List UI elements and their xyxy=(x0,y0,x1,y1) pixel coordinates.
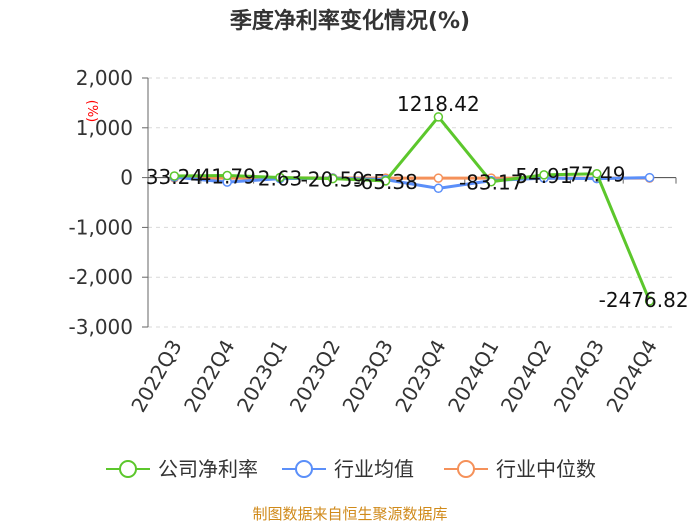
y-tick-label: -3,000 xyxy=(69,315,133,339)
legend-item-0[interactable]: 公司净利率 xyxy=(106,457,258,481)
series-point-1 xyxy=(433,183,444,194)
x-tick-label: 2024Q2 xyxy=(496,336,556,417)
y-tick-label: -1,000 xyxy=(69,215,133,239)
data-label: 54.91 xyxy=(515,164,572,188)
data-label: 1218.42 xyxy=(397,92,480,116)
x-tick-label: 2024Q1 xyxy=(443,336,503,417)
y-tick-label: 1,000 xyxy=(76,116,133,140)
legend-label: 行业均值 xyxy=(334,457,414,481)
series-point-0 xyxy=(644,296,655,306)
series-point-0 xyxy=(328,173,338,184)
legend-item-1[interactable]: 行业均值 xyxy=(282,457,414,481)
legend-marker xyxy=(119,460,137,478)
x-tick-label: 2023Q2 xyxy=(285,336,345,417)
series-point-0 xyxy=(433,112,444,122)
series-point-0 xyxy=(222,170,232,181)
series-point-0 xyxy=(380,176,391,186)
data-label: -20.59 xyxy=(301,168,365,192)
data-label: -2476.82 xyxy=(599,288,689,312)
data-label: -83.17 xyxy=(459,171,523,195)
data-label: 33.24 xyxy=(146,165,203,189)
legend-label: 行业中位数 xyxy=(496,457,596,481)
x-axis: 2022Q32022Q42023Q12023Q22023Q32023Q42024… xyxy=(126,78,677,417)
x-tick-label: 2022Q3 xyxy=(126,336,186,417)
series-line-1 xyxy=(174,175,650,190)
legend-item-2[interactable]: 行业中位数 xyxy=(444,457,596,481)
series-point-0 xyxy=(592,168,602,179)
data-label: -65.38 xyxy=(353,170,417,194)
y-axis-unit: (%) xyxy=(84,100,99,123)
x-tick-label: 2023Q3 xyxy=(337,336,397,417)
source-note: 制图数据来自恒生聚源数据库 xyxy=(252,505,447,523)
grid xyxy=(142,77,676,328)
y-tick-label: -2,000 xyxy=(69,265,133,289)
series-group xyxy=(169,112,655,306)
x-tick-label: 2023Q4 xyxy=(390,336,450,417)
x-tick-label: 2022Q4 xyxy=(179,336,239,417)
data-label: 2.63 xyxy=(258,166,303,190)
y-tick-label: 2,000 xyxy=(76,66,133,90)
legend-marker xyxy=(295,460,313,478)
data-label: 41.79 xyxy=(199,165,256,189)
series-point-2 xyxy=(433,173,444,183)
legend[interactable]: 公司净利率 行业均值 行业中位数 xyxy=(106,457,596,481)
series-point-0 xyxy=(169,171,180,181)
data-label: 77.49 xyxy=(568,163,625,187)
x-tick-label: 2024Q3 xyxy=(549,336,609,417)
legend-marker xyxy=(457,460,475,478)
x-tick-label: 2023Q1 xyxy=(232,336,292,417)
series-point-0 xyxy=(275,172,285,183)
series-line-0 xyxy=(174,114,651,302)
x-tick-label: 2024Q4 xyxy=(601,336,661,417)
series-point-0 xyxy=(486,176,496,187)
chart-title: 季度净利率变化情况(%) xyxy=(230,8,470,34)
legend-label: 公司净利率 xyxy=(158,457,258,481)
y-axis-ticks: 2,000 1,000 0 -1,000 -2,000 -3,000 xyxy=(69,66,133,339)
series-point-0 xyxy=(539,170,549,180)
series-point-1 xyxy=(644,172,655,183)
y-tick-label: 0 xyxy=(120,166,133,190)
